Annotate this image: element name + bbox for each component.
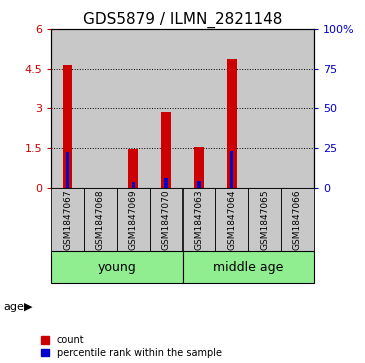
Bar bbox=[128, 150, 138, 188]
Bar bbox=[150, 29, 182, 188]
Text: young: young bbox=[97, 261, 136, 274]
Text: GSM1847065: GSM1847065 bbox=[260, 189, 269, 250]
Bar bbox=[131, 182, 135, 188]
Bar bbox=[150, 188, 182, 251]
Bar bbox=[281, 188, 314, 251]
Legend: count, percentile rank within the sample: count, percentile rank within the sample bbox=[41, 335, 222, 358]
Text: GSM1847068: GSM1847068 bbox=[96, 189, 105, 250]
Bar bbox=[161, 113, 171, 188]
Text: age: age bbox=[4, 302, 24, 312]
Bar bbox=[194, 147, 204, 188]
Bar bbox=[164, 178, 168, 188]
Bar bbox=[51, 188, 84, 251]
Text: GSM1847064: GSM1847064 bbox=[227, 189, 236, 250]
Text: GSM1847067: GSM1847067 bbox=[63, 189, 72, 250]
Bar bbox=[230, 151, 234, 188]
Bar bbox=[182, 251, 314, 283]
Bar bbox=[215, 29, 248, 188]
Bar bbox=[66, 152, 69, 188]
Title: GDS5879 / ILMN_2821148: GDS5879 / ILMN_2821148 bbox=[83, 12, 282, 28]
Bar bbox=[182, 29, 215, 188]
Text: GSM1847066: GSM1847066 bbox=[293, 189, 302, 250]
Text: GSM1847070: GSM1847070 bbox=[162, 189, 170, 250]
Bar bbox=[51, 29, 84, 188]
Bar bbox=[281, 29, 314, 188]
Bar bbox=[197, 181, 201, 188]
Bar bbox=[51, 251, 182, 283]
Bar bbox=[84, 29, 117, 188]
Bar bbox=[84, 188, 117, 251]
Bar bbox=[117, 188, 150, 251]
Bar bbox=[248, 188, 281, 251]
Bar bbox=[117, 29, 150, 188]
Bar bbox=[248, 29, 281, 188]
Text: GSM1847069: GSM1847069 bbox=[129, 189, 138, 250]
Bar bbox=[227, 60, 237, 188]
Text: GSM1847063: GSM1847063 bbox=[195, 189, 203, 250]
Bar bbox=[182, 188, 215, 251]
Bar bbox=[215, 188, 248, 251]
Text: ▶: ▶ bbox=[24, 302, 32, 312]
Text: middle age: middle age bbox=[213, 261, 283, 274]
Bar bbox=[63, 65, 72, 188]
